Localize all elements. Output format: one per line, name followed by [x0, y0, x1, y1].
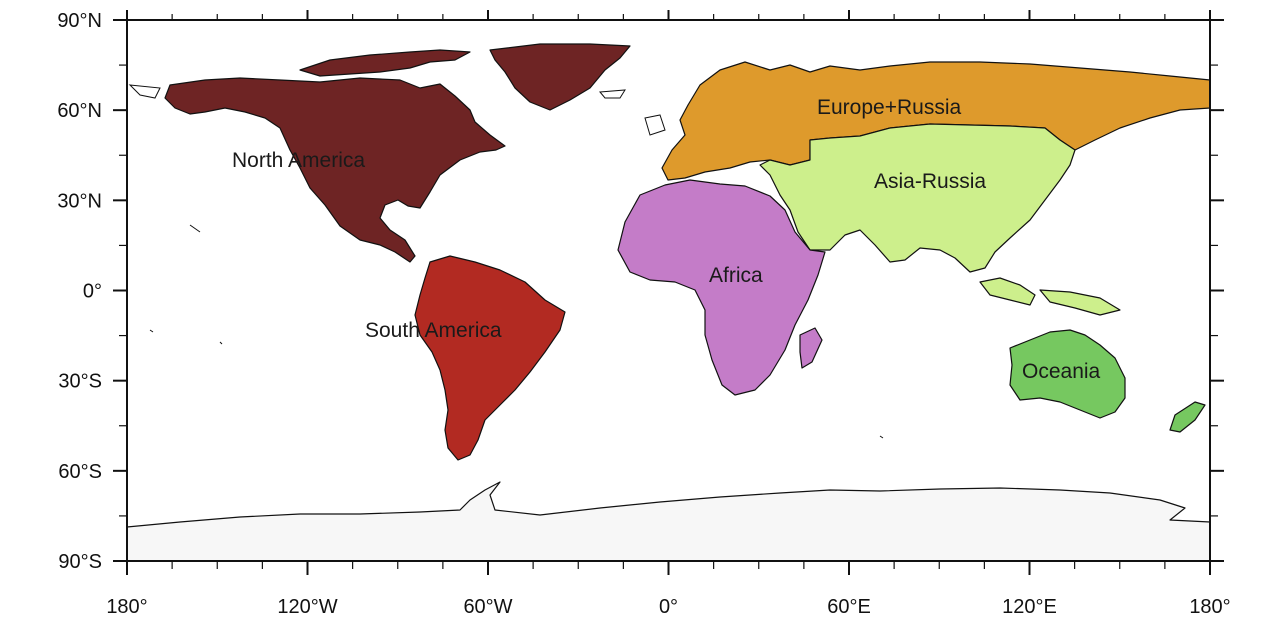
latitude-tick-labels: 90°N 60°N 30°N 0° 30°S 60°S 90°S: [57, 10, 102, 573]
longitude-tick-labels: 180° 120°W 60°W 0° 60°E 120°E 180°: [106, 596, 1230, 618]
region-label-north-america: North America: [232, 149, 365, 172]
lon-tick-label: 180°: [106, 596, 147, 618]
lon-tick-label: 60°W: [463, 596, 512, 618]
lat-tick-label: 30°S: [58, 371, 102, 393]
lat-tick-label: 30°N: [57, 190, 102, 212]
antarctica-landmass: [126, 481, 1211, 562]
asia-russia-landmass: [759, 123, 1121, 316]
lat-tick-label: 0°: [83, 281, 102, 303]
lon-tick-label: 0°: [659, 596, 678, 618]
axis-ticks: [113, 10, 1224, 575]
lat-tick-label: 60°N: [57, 100, 102, 122]
region-label-asia-russia: Asia-Russia: [874, 170, 986, 193]
lon-tick-label: 120°E: [1002, 596, 1057, 618]
south-america-landmass: [414, 255, 566, 461]
north-america-landmass: [164, 43, 631, 263]
island-outlines: [128, 84, 884, 439]
lon-tick-label: 120°W: [277, 596, 337, 618]
region-label-south-america: South America: [365, 319, 502, 342]
lat-tick-label: 90°N: [57, 10, 102, 32]
region-label-africa: Africa: [709, 264, 763, 287]
lon-tick-label: 180°: [1189, 596, 1230, 618]
region-label-oceania: Oceania: [1022, 360, 1101, 383]
africa-landmass: [617, 179, 826, 396]
lat-tick-label: 60°S: [58, 461, 102, 483]
oceania-landmass: [1009, 329, 1206, 433]
region-label-europe-russia: Europe+Russia: [817, 96, 961, 119]
lon-tick-label: 60°E: [827, 596, 871, 618]
lat-tick-label: 90°S: [58, 551, 102, 573]
